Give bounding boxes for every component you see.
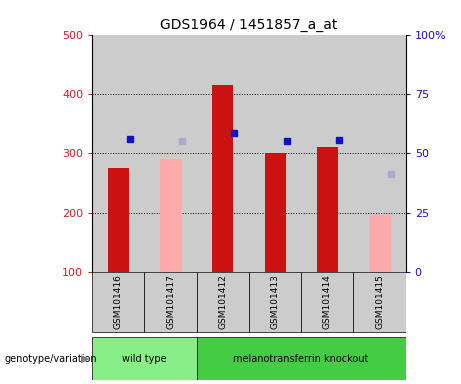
Bar — [197, 272, 249, 331]
Bar — [354, 272, 406, 331]
Text: GSM101417: GSM101417 — [166, 274, 175, 329]
Bar — [197, 337, 406, 380]
Bar — [108, 168, 129, 272]
Bar — [317, 147, 338, 272]
Bar — [92, 337, 197, 380]
Bar — [144, 272, 197, 331]
Text: GSM101412: GSM101412 — [219, 274, 227, 329]
Text: melanotransferrin knockout: melanotransferrin knockout — [234, 354, 369, 364]
Bar — [160, 159, 182, 272]
Text: ▶: ▶ — [81, 354, 89, 364]
Bar — [213, 85, 233, 272]
Bar — [92, 272, 144, 331]
Bar — [265, 153, 285, 272]
Text: GSM101414: GSM101414 — [323, 274, 332, 329]
Title: GDS1964 / 1451857_a_at: GDS1964 / 1451857_a_at — [160, 18, 337, 32]
Text: genotype/variation: genotype/variation — [5, 354, 97, 364]
Bar — [301, 272, 354, 331]
Text: wild type: wild type — [122, 354, 167, 364]
Bar — [249, 272, 301, 331]
Text: GSM101415: GSM101415 — [375, 274, 384, 329]
Text: GSM101413: GSM101413 — [271, 274, 279, 329]
Bar — [369, 215, 390, 272]
Text: GSM101416: GSM101416 — [114, 274, 123, 329]
